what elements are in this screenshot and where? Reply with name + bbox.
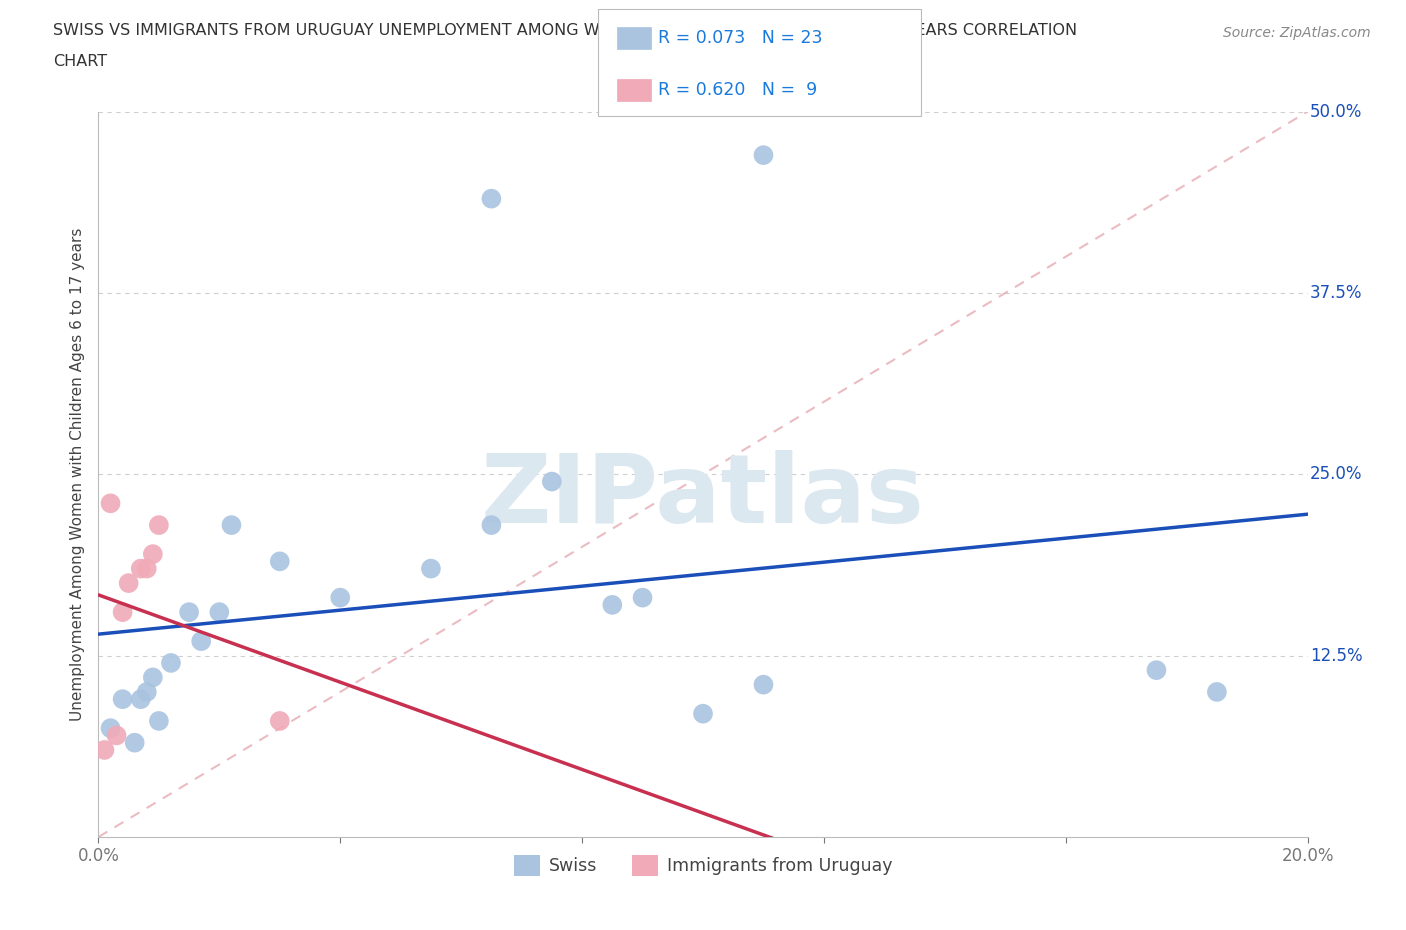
Legend: Swiss, Immigrants from Uruguay: Swiss, Immigrants from Uruguay <box>508 847 898 883</box>
Point <box>1144 663 1167 678</box>
Text: CHART: CHART <box>53 54 107 69</box>
Point <box>118 576 141 591</box>
Text: 25.0%: 25.0% <box>1310 465 1362 484</box>
Point <box>190 633 212 648</box>
Point <box>752 677 775 692</box>
Text: Source: ZipAtlas.com: Source: ZipAtlas.com <box>1223 26 1371 40</box>
Point <box>142 547 165 562</box>
Point <box>135 561 157 576</box>
Text: ZIPatlas: ZIPatlas <box>481 449 925 542</box>
Text: 50.0%: 50.0% <box>1310 102 1362 121</box>
Text: SWISS VS IMMIGRANTS FROM URUGUAY UNEMPLOYMENT AMONG WOMEN WITH CHILDREN AGES 6 T: SWISS VS IMMIGRANTS FROM URUGUAY UNEMPLO… <box>53 23 1077 38</box>
Point <box>631 591 654 605</box>
Point <box>142 670 165 684</box>
Point <box>100 496 122 511</box>
Text: 37.5%: 37.5% <box>1310 284 1362 302</box>
Point <box>148 518 170 533</box>
Point <box>1206 684 1229 699</box>
Point <box>135 684 157 699</box>
Point <box>148 713 170 728</box>
Point <box>105 728 128 743</box>
Text: R = 0.620   N =  9: R = 0.620 N = 9 <box>658 81 817 100</box>
Point <box>602 597 624 612</box>
Point <box>124 736 146 751</box>
Point <box>179 604 201 619</box>
Text: R = 0.073   N = 23: R = 0.073 N = 23 <box>658 29 823 47</box>
Point <box>208 604 231 619</box>
Point <box>692 706 714 721</box>
Y-axis label: Unemployment Among Women with Children Ages 6 to 17 years: Unemployment Among Women with Children A… <box>69 228 84 721</box>
Point <box>160 656 183 671</box>
Point <box>752 148 775 163</box>
Point <box>111 692 134 707</box>
Text: 12.5%: 12.5% <box>1310 646 1362 665</box>
Point <box>100 721 122 736</box>
Point <box>111 604 134 619</box>
Point <box>129 561 152 576</box>
Point <box>269 713 291 728</box>
Point <box>93 742 115 757</box>
Point <box>481 192 503 206</box>
Point <box>221 518 243 533</box>
Point <box>481 518 503 533</box>
Point <box>540 474 562 489</box>
Point <box>420 561 443 576</box>
Point <box>129 692 152 707</box>
Point <box>329 591 352 605</box>
Point <box>269 554 291 569</box>
